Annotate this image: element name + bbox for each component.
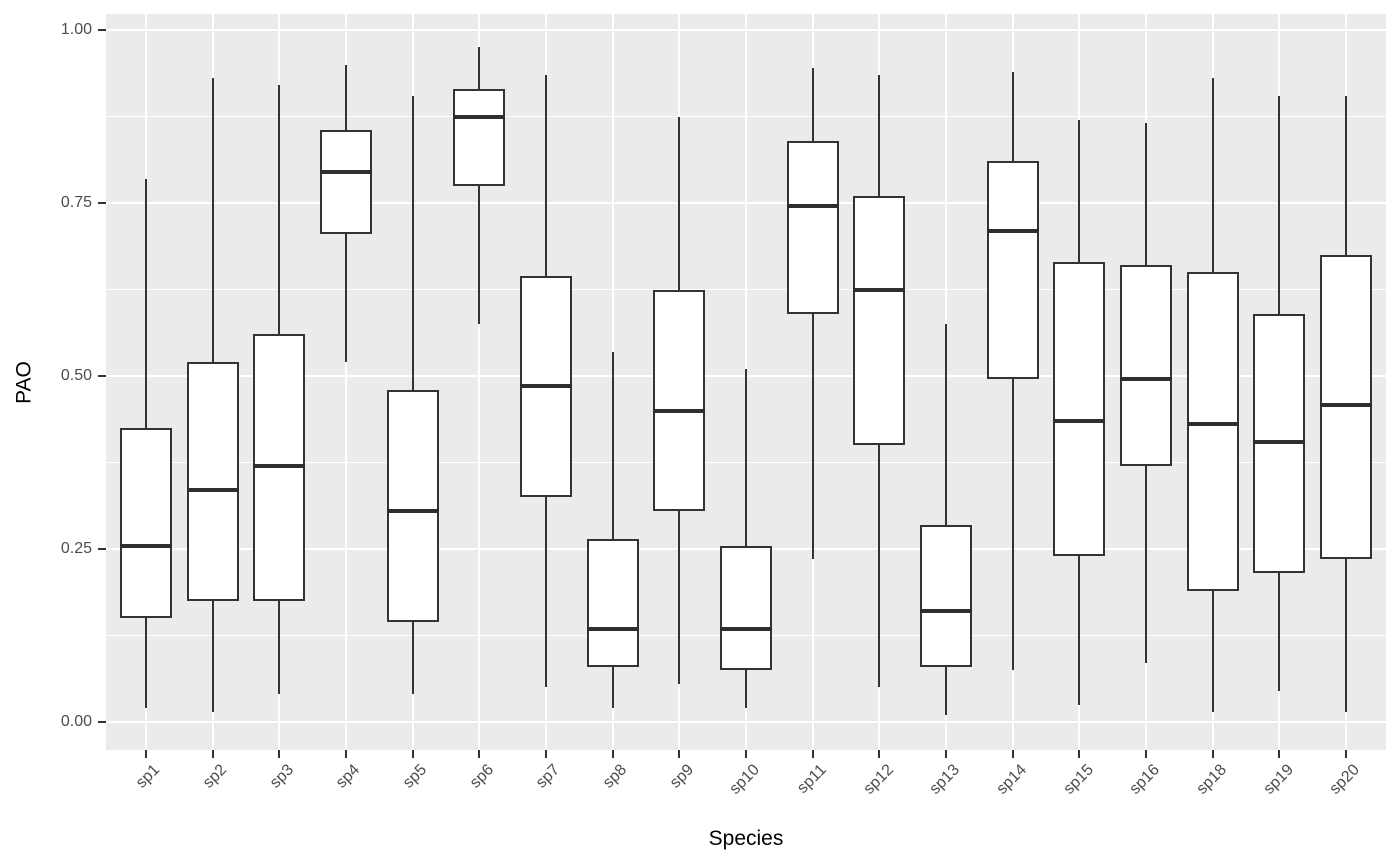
x-tick-label: sp18 <box>1193 761 1230 798</box>
median-sp15 <box>1053 418 1106 423</box>
x-tick-label: sp6 <box>466 761 497 792</box>
x-tick-label: sp19 <box>1260 761 1297 798</box>
x-tick-mark <box>678 750 681 758</box>
x-tick-label: sp15 <box>1060 761 1097 798</box>
box-sp11 <box>786 140 839 314</box>
y-tick-label: 0.25 <box>60 540 92 557</box>
x-tick-mark <box>1211 750 1214 758</box>
x-tick-mark <box>611 750 614 758</box>
whisker-line-sp8 <box>611 351 614 709</box>
x-tick-label: sp13 <box>926 761 964 798</box>
median-sp5 <box>386 508 439 513</box>
x-axis-title: Species <box>708 827 784 850</box>
x-tick-label: sp4 <box>333 761 364 792</box>
y-tick-label: 0.75 <box>60 194 92 211</box>
median-sp16 <box>1120 377 1172 382</box>
x-tick-label: sp10 <box>726 761 764 798</box>
x-tick-mark <box>1078 750 1081 758</box>
median-sp11 <box>786 204 839 209</box>
x-tick-mark <box>478 750 481 758</box>
y-tick-label: 0.50 <box>60 367 92 384</box>
box-sp2 <box>186 362 239 601</box>
x-tick-label: sp14 <box>993 761 1030 798</box>
y-tick-mark <box>98 375 106 377</box>
x-tick-mark <box>945 750 947 758</box>
box-sp15 <box>1053 261 1106 556</box>
x-tick-label: sp11 <box>794 761 830 798</box>
x-tick-label: sp1 <box>133 761 164 792</box>
median-sp19 <box>1253 439 1306 444</box>
y-tick-mark <box>98 548 106 550</box>
median-sp10 <box>720 626 772 631</box>
x-tick-mark <box>1011 750 1014 758</box>
whisker-line-sp10 <box>745 369 747 709</box>
median-sp8 <box>586 626 639 631</box>
x-tick-label: sp3 <box>266 761 297 792</box>
median-sp3 <box>253 463 306 468</box>
y-axis-title: PAO <box>12 361 36 404</box>
median-sp2 <box>186 488 239 493</box>
box-sp14 <box>986 161 1039 380</box>
x-tick-mark <box>278 750 281 758</box>
box-sp6 <box>453 88 506 186</box>
box-sp8 <box>586 538 639 667</box>
x-tick-mark <box>145 750 147 758</box>
x-tick-mark <box>1345 750 1347 758</box>
x-tick-label: sp8 <box>599 761 630 792</box>
whisker-line-sp13 <box>945 324 947 716</box>
x-tick-mark <box>811 750 814 758</box>
median-sp14 <box>986 228 1039 233</box>
x-tick-label: sp20 <box>1326 761 1364 798</box>
box-sp20 <box>1320 254 1372 560</box>
x-tick-mark <box>411 750 414 758</box>
x-tick-mark <box>545 750 547 758</box>
y-tick-mark <box>98 721 106 723</box>
y-tick-mark <box>98 29 106 31</box>
x-tick-mark <box>1278 750 1281 758</box>
median-sp20 <box>1320 403 1372 408</box>
x-tick-label: sp7 <box>533 761 564 792</box>
box-sp5 <box>386 389 439 622</box>
x-tick-mark <box>878 750 881 758</box>
x-tick-mark <box>345 750 347 758</box>
median-sp12 <box>853 287 906 292</box>
box-sp1 <box>120 427 172 619</box>
y-tick-mark <box>98 202 106 204</box>
box-sp13 <box>920 524 972 667</box>
x-tick-mark <box>211 750 214 758</box>
gridline-major-vertical <box>345 14 347 750</box>
box-sp10 <box>720 545 772 671</box>
box-sp16 <box>1120 265 1172 466</box>
median-sp7 <box>520 384 572 389</box>
median-sp18 <box>1186 422 1239 427</box>
median-sp4 <box>320 169 372 174</box>
median-sp1 <box>120 543 172 548</box>
whisker-line-sp6 <box>478 47 481 325</box>
x-tick-label: sp12 <box>860 761 897 798</box>
x-tick-label: sp16 <box>1126 761 1164 798</box>
box-sp18 <box>1186 272 1239 591</box>
y-tick-label: 0.00 <box>60 713 92 730</box>
gridline-major-vertical <box>478 14 481 750</box>
x-tick-label: sp2 <box>199 761 230 792</box>
x-tick-mark <box>745 750 747 758</box>
x-tick-label: sp9 <box>666 761 697 792</box>
box-sp4 <box>320 130 372 235</box>
median-sp6 <box>453 114 506 119</box>
x-tick-mark <box>1145 750 1147 758</box>
x-tick-label: sp5 <box>399 761 430 792</box>
median-sp9 <box>653 408 706 413</box>
box-sp12 <box>853 196 906 446</box>
box-sp9 <box>653 289 706 511</box>
y-tick-label: 1.00 <box>60 21 92 38</box>
median-sp13 <box>920 609 972 614</box>
